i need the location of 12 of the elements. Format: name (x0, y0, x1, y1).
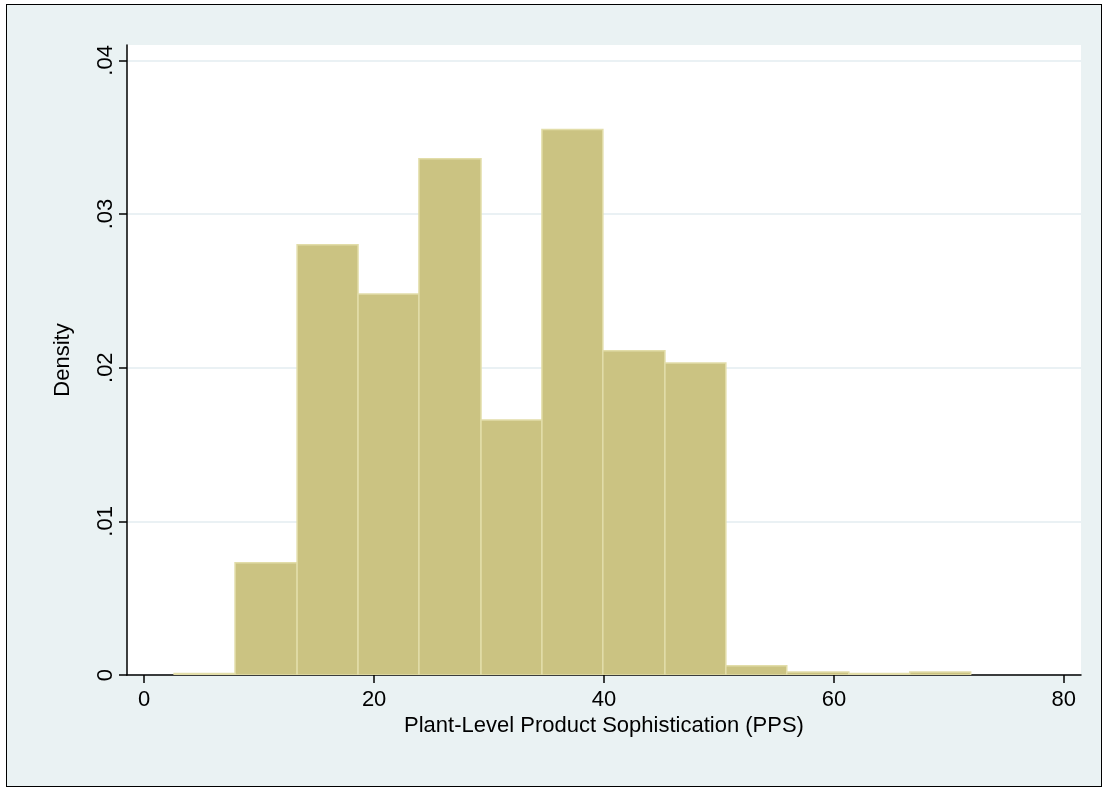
x-axis-title: Plant-Level Product Sophistication (PPS) (404, 712, 804, 738)
y-tick-label: .04 (91, 45, 117, 76)
x-tick-label: 0 (138, 685, 151, 711)
x-tick-label: 20 (361, 685, 387, 711)
x-tick-label: 40 (591, 685, 617, 711)
x-tick-label: 80 (1051, 685, 1076, 711)
y-tick-label: .03 (91, 198, 117, 230)
x-tick-label: 60 (821, 685, 847, 711)
y-tick-label: 0 (91, 668, 117, 682)
y-axis-title: Density (48, 323, 74, 397)
y-tick-label: .02 (91, 352, 117, 383)
y-tick-label: .01 (91, 506, 117, 537)
